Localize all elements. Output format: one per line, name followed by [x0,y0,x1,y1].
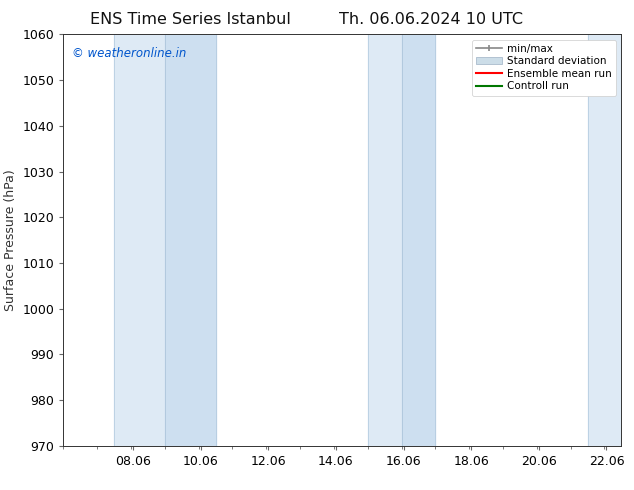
Legend: min/max, Standard deviation, Ensemble mean run, Controll run: min/max, Standard deviation, Ensemble me… [472,40,616,96]
Text: Th. 06.06.2024 10 UTC: Th. 06.06.2024 10 UTC [339,12,523,27]
Text: ENS Time Series Istanbul: ENS Time Series Istanbul [90,12,290,27]
Y-axis label: Surface Pressure (hPa): Surface Pressure (hPa) [4,169,17,311]
Bar [165,34,216,446]
Text: © weatheronline.in: © weatheronline.in [72,47,186,60]
Bar [401,34,436,446]
Bar [114,34,165,446]
Bar [368,34,401,446]
Bar [588,34,621,446]
